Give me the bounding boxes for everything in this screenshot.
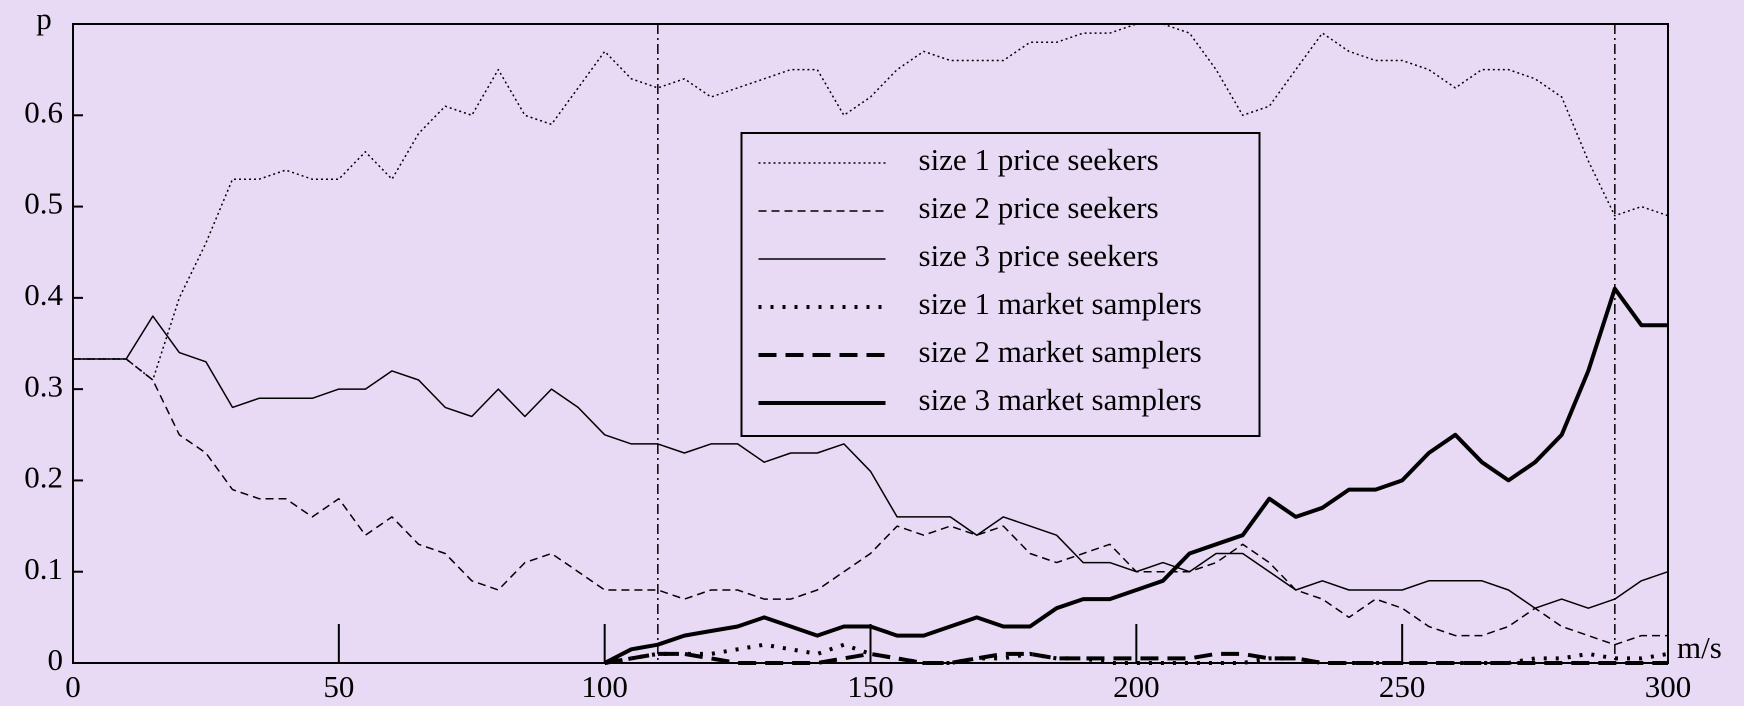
x-axis-label: m/s — [1677, 630, 1722, 665]
legend-label: size 2 price seekers — [919, 190, 1159, 225]
legend-label: size 2 market samplers — [919, 334, 1202, 369]
x-tick-label: 200 — [1113, 669, 1160, 704]
y-axis-label: p — [36, 1, 52, 36]
series-line — [603, 286, 1668, 665]
series-line — [73, 23, 1669, 381]
legend-label: size 1 price seekers — [919, 142, 1159, 177]
y-tick-label: 0.4 — [24, 277, 63, 312]
legend: size 1 price seekers size 2 price seekers… — [740, 132, 1261, 437]
x-tick-label: 50 — [323, 669, 354, 704]
legend-box — [740, 132, 1261, 437]
series-line — [604, 651, 1668, 665]
legend-label: size 1 market samplers — [919, 286, 1202, 321]
y-tick-label: 0.2 — [24, 460, 63, 495]
series-line — [73, 358, 1668, 646]
legend-label: size 3 market samplers — [919, 382, 1202, 417]
legend-label: size 3 price seekers — [919, 238, 1159, 273]
y-tick-label: 0.3 — [24, 368, 63, 403]
y-tick-label: 0 — [48, 642, 64, 677]
y-tick-label: 0.1 — [24, 551, 63, 586]
y-tick-label: 0.5 — [24, 186, 63, 221]
x-tick-label: 100 — [581, 669, 628, 704]
x-tick-label: 250 — [1379, 669, 1426, 704]
series-line — [73, 315, 1669, 609]
x-tick-label: 150 — [847, 669, 894, 704]
x-tick-label: 0 — [65, 669, 81, 704]
x-tick-label: 300 — [1645, 669, 1692, 704]
y-tick-label: 0.6 — [24, 94, 63, 129]
